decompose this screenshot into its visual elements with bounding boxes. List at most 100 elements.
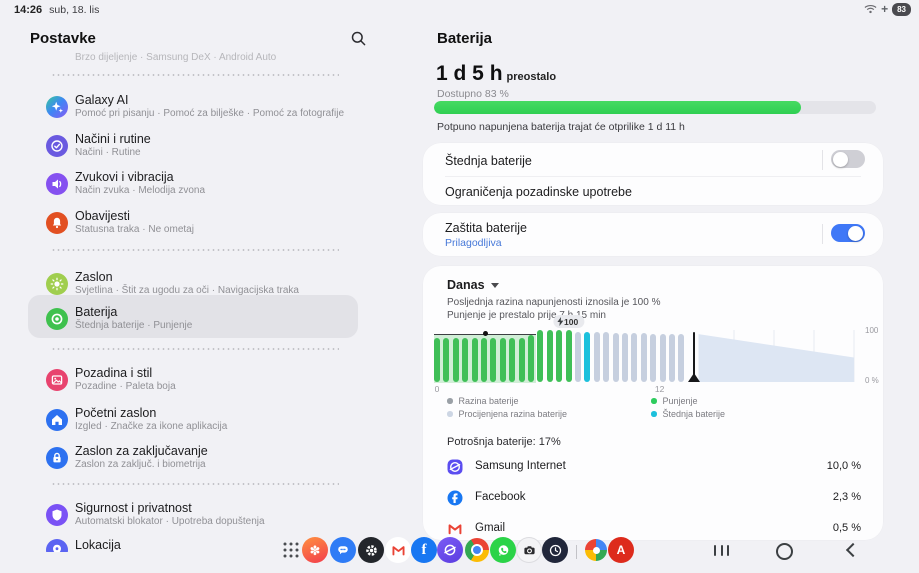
power-saving-card: Štednja baterije Ograničenja pozadinske … xyxy=(423,143,883,205)
facebook-app-icon[interactable]: f xyxy=(411,537,437,563)
messages-app-icon[interactable] xyxy=(330,537,356,563)
divider xyxy=(51,483,339,485)
app-usage-value: 0,5 % xyxy=(832,522,861,534)
sidebar-item-home-screen[interactable]: Početni zaslon Izgled · Značke za ikone … xyxy=(30,406,356,446)
sidebar-item-wallpaper-style[interactable]: Pozadina i stil Pozadine · Paleta boja xyxy=(30,366,356,406)
battery-protection-mode: Prilagodljiva xyxy=(445,237,502,249)
whatsapp-app-icon[interactable] xyxy=(490,537,516,563)
sidebar-item-sublabel: Pozadine · Paleta boja xyxy=(75,381,176,392)
sidebar-item-battery[interactable]: Baterija Štednja baterije · Punjenje xyxy=(30,305,356,345)
power-saving-label[interactable]: Štednja baterije xyxy=(445,154,532,168)
legend-power-saving: Štednja baterije xyxy=(651,409,725,419)
sidebar-item-galaxy-ai[interactable]: Galaxy AI Pomoć pri pisanju · Pomoć za b… xyxy=(30,93,356,133)
chart-bar xyxy=(678,334,685,382)
sidebar-item-location[interactable]: Lokacija xyxy=(30,536,356,552)
legend-estimated-level: Procijenjena razina baterije xyxy=(447,409,567,419)
app-usage-value: 2,3 % xyxy=(832,491,861,503)
app-usage-row-facebook[interactable]: Facebook 2,3 % xyxy=(435,483,871,513)
sound-icon xyxy=(46,173,68,195)
location-pin-icon xyxy=(46,539,68,552)
app-name: Gmail xyxy=(475,522,506,534)
battery-usage-card: Danas Posljednja razina napunjenosti izn… xyxy=(423,266,883,540)
chart-bar xyxy=(471,337,478,382)
sidebar-item-label: Zaslon xyxy=(75,270,113,284)
sidebar-item-label: Galaxy AI xyxy=(75,93,129,107)
now-marker-triangle xyxy=(687,373,700,382)
gallery-app-icon[interactable]: ✽ xyxy=(302,537,328,563)
settings-app-icon[interactable] xyxy=(358,537,384,563)
legend-dot xyxy=(447,411,453,417)
sidebar-item-sublabel: Način zvuka · Melodija zvona xyxy=(75,185,206,196)
sidebar-item-sublabel: Statusna traka · Ne ometaj xyxy=(75,224,194,235)
status-icons: + 83 xyxy=(864,3,911,16)
clock-app-icon[interactable] xyxy=(542,537,568,563)
back-button[interactable] xyxy=(845,542,861,558)
x-axis-tick: 12 xyxy=(654,384,665,394)
period-dropdown[interactable]: Danas xyxy=(447,278,499,292)
sidebar-item-lock-screen[interactable]: Zaslon za zaključavanje Zaslon za zaklju… xyxy=(30,444,356,484)
sidebar-item-security-privacy[interactable]: Sigurnost i privatnost Automatski blokat… xyxy=(30,501,356,541)
sidebar-item-display[interactable]: Zaslon Svjetlina · Štit za ugodu za oči … xyxy=(30,270,356,310)
sidebar-item-sounds-vibration[interactable]: Zvukovi i vibracija Način zvuka · Melodi… xyxy=(30,170,356,210)
modes-routines-icon xyxy=(46,135,68,157)
chart-bar xyxy=(452,337,459,382)
sun-icon xyxy=(46,273,68,295)
battery-icon xyxy=(46,308,68,330)
battery-protection-label[interactable]: Zaštita baterije xyxy=(445,221,527,235)
battery-indicator: 83 xyxy=(892,3,911,16)
settings-sidebar: Brzo dijeljenje · Samsung DeX · Android … xyxy=(0,0,395,552)
background-usage-limits-row[interactable]: Ograničenja pozadinske upotrebe xyxy=(445,185,632,199)
status-time: 14:26 sub, 18. lis xyxy=(14,4,100,16)
samsung-internet-icon xyxy=(447,459,463,475)
recents-button[interactable] xyxy=(712,543,731,561)
sidebar-item-label: Obavijesti xyxy=(75,209,130,223)
sidebar-item-sublabel: Automatski blokator · Upotreba dopuštenj… xyxy=(75,516,265,527)
google-photos-app-icon[interactable] xyxy=(583,537,609,563)
legend-dot xyxy=(651,411,657,417)
sidebar-item-modes-routines[interactable]: Načini i rutine Načini · Rutine xyxy=(30,132,356,172)
divider xyxy=(822,150,823,170)
divider xyxy=(51,348,339,350)
legend-charging: Punjenje xyxy=(651,396,698,406)
chart-bar xyxy=(546,330,553,382)
bell-icon xyxy=(46,212,68,234)
battery-note: Potpuno napunjena baterija trajat će otp… xyxy=(437,121,685,133)
gmail-app-icon[interactable] xyxy=(385,537,411,563)
battery-protection-toggle[interactable] xyxy=(831,224,865,242)
chart-bar xyxy=(462,337,469,382)
home-button[interactable] xyxy=(776,543,793,560)
chrome-app-icon[interactable] xyxy=(464,537,490,563)
acrobat-app-icon[interactable]: A xyxy=(608,537,634,563)
app-drawer-icon[interactable] xyxy=(278,537,304,563)
y-axis-min-label: 0 % xyxy=(865,376,879,385)
chart-bar xyxy=(490,337,497,382)
sidebar-item-notifications[interactable]: Obavijesti Statusna traka · Ne ometaj xyxy=(30,209,356,249)
divider xyxy=(51,249,339,251)
charge-stopped-text: Punjenje je prestalo prije 7 h 15 min xyxy=(447,310,606,321)
app-usage-row-gmail[interactable]: Gmail 0,5 % xyxy=(435,514,871,544)
sidebar-item-sublabel: Pomoć pri pisanju · Pomoć za bilješke · … xyxy=(75,108,345,119)
battery-time-remaining: 1 d 5 h preostalo xyxy=(436,62,557,85)
status-date: sub, 18. lis xyxy=(49,4,100,16)
full-charge-badge: 100 xyxy=(553,315,585,328)
app-usage-row-samsung-internet[interactable]: Samsung Internet 10,0 % xyxy=(435,452,871,482)
search-icon[interactable] xyxy=(351,31,366,46)
chart-bar xyxy=(434,337,440,382)
chevron-down-icon xyxy=(490,283,499,289)
chart-bar xyxy=(575,331,581,382)
camera-app-icon[interactable] xyxy=(516,537,542,563)
chart-bar xyxy=(537,330,544,382)
app-usage-value: 10,0 % xyxy=(826,460,861,472)
sidebar-item-label: Lokacija xyxy=(75,538,121,552)
sidebar-item-label: Sigurnost i privatnost xyxy=(75,501,192,515)
chart-bar xyxy=(659,333,666,382)
y-axis-max-label: 100 xyxy=(865,326,879,335)
samsung-internet-app-icon[interactable] xyxy=(437,537,463,563)
power-saving-toggle[interactable] xyxy=(831,150,865,168)
sidebar-item-sublabel: Načini · Rutine xyxy=(75,147,141,158)
shield-icon xyxy=(46,504,68,526)
lock-icon xyxy=(46,447,68,469)
sidebar-item-sublabel: Izgled · Značke za ikone aplikacija xyxy=(75,421,228,432)
last-charge-level-text: Posljednja razina napunjenosti iznosila … xyxy=(447,297,661,308)
